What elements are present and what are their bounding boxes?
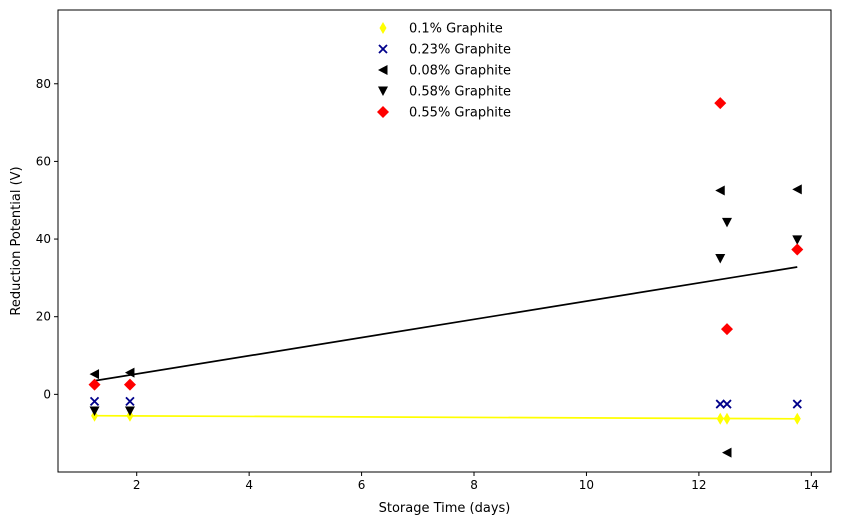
data-point [721,217,732,228]
data-point [715,253,726,264]
y-tick-label: 40 [36,232,51,246]
fit-line [94,414,798,420]
legend-marker [378,65,388,75]
legend-marker [378,44,388,54]
data-point [720,323,733,336]
data-point [89,396,100,406]
data-point [123,378,136,391]
x-tick-label: 10 [579,478,594,492]
legend-label: 0.08% Graphite [409,64,511,79]
legend: 0.1% Graphite 0.23% Graphite 0.08% Graphit… [377,22,511,121]
x-tick-label: 4 [245,478,253,492]
x-axis-label: Storage Time (days) [379,501,511,516]
legend-marker [377,106,389,118]
x-tick-label: 2 [133,478,141,492]
data-point [792,399,802,409]
x-axis-ticks: 2 4 6 8 10 12 14 [133,472,819,492]
data-point [791,243,804,256]
data-point [792,184,802,195]
legend-marker [378,86,388,96]
data-point [89,406,100,417]
data-point [125,396,135,406]
data-point [715,185,725,196]
x-tick-label: 6 [358,478,366,492]
y-axis-label: Reduction Potential (V) [9,166,24,315]
data-point [124,367,135,378]
fit-lines [94,266,798,420]
data-point [716,412,724,425]
data-point [715,399,725,409]
y-tick-label: 20 [36,310,51,324]
legend-label: 0.1% Graphite [409,22,503,37]
plot-frame [57,9,832,473]
data-point [124,406,135,417]
y-tick-label: 80 [36,77,51,91]
data-point [89,369,100,380]
data-point [723,412,731,425]
data-point [88,378,101,391]
legend-label: 0.23% Graphite [409,43,511,58]
data-point [714,97,727,110]
data-point [722,399,732,409]
y-axis-ticks: 0 20 40 60 80 [36,77,58,401]
data-point [721,447,732,458]
y-tick-label: 60 [36,154,51,168]
x-tick-label: 12 [691,478,706,492]
data-point [793,412,801,425]
x-tick-label: 14 [804,478,819,492]
legend-label: 0.58% Graphite [409,85,511,100]
legend-marker [379,22,387,34]
data-point [792,235,803,245]
fit-line [94,266,798,382]
x-tick-label: 8 [470,478,478,492]
y-tick-label: 0 [43,387,51,401]
scatter-points [88,97,804,458]
legend-label: 0.55% Graphite [409,106,511,121]
